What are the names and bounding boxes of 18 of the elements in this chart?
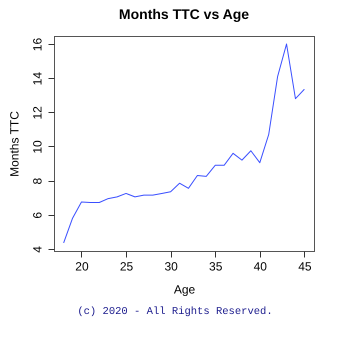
y-tick-label: 8 [30,177,44,184]
line-series [63,44,305,244]
y-tick-label: 16 [30,38,44,52]
y-axis-title: Months TTC [8,110,22,177]
x-tick-label: 40 [254,260,268,274]
y-tick-label: 12 [30,106,44,120]
chart-title: Months TTC vs Age [118,6,250,22]
y-tick-label: 6 [30,212,44,219]
y-tick-label: 14 [30,72,44,86]
x-tick-label: 45 [298,260,312,274]
x-tick-label: 35 [209,260,223,274]
x-tick-label: 30 [164,260,178,274]
text: (c) 2020 - All Rights Reserved. [76,306,274,319]
x-tick-label: 25 [120,260,134,274]
x-axis-title: Age [174,282,196,296]
x-tick-label: 20 [75,260,89,274]
y-tick-label: 10 [30,140,44,154]
y-tick-label: 4 [30,246,44,253]
